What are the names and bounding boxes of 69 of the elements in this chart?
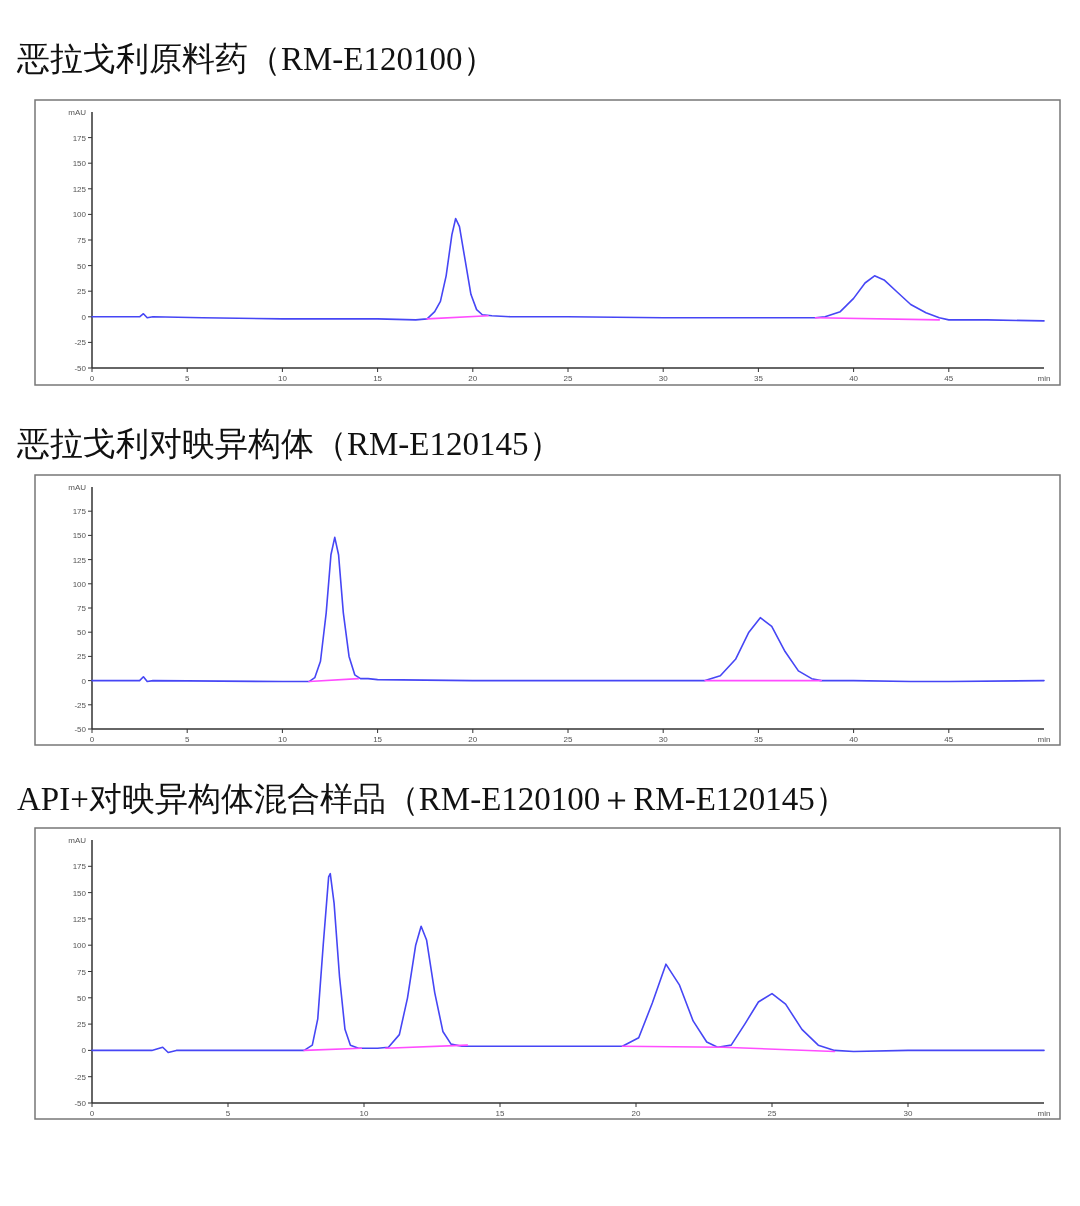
x-tick-label: 5 xyxy=(184,735,190,744)
y-tick-label: 0 xyxy=(81,312,87,322)
chart-title: 恶拉戈利原料药（RM-E120100） xyxy=(16,41,496,77)
y-tick-label: 125 xyxy=(72,184,87,194)
y-tick-label: 50 xyxy=(77,993,87,1003)
x-tick-label: 10 xyxy=(277,735,288,744)
x-tick-label: 45 xyxy=(944,735,954,744)
y-tick-label: -25 xyxy=(74,1072,87,1082)
x-axis-title: min xyxy=(1037,1109,1051,1118)
y-tick-label: 25 xyxy=(77,287,87,297)
x-axis-title: min xyxy=(1037,735,1051,744)
x-tick-label: 30 xyxy=(658,735,669,744)
y-tick-label: 25 xyxy=(77,652,87,662)
x-tick-label: 15 xyxy=(373,374,383,383)
y-tick-label: 0 xyxy=(81,676,87,686)
chart-title: API+对映异构体混合样品（RM-E120100＋RM-E120145） xyxy=(17,781,848,817)
x-tick-label: 5 xyxy=(225,1109,231,1118)
y-tick-label: -50 xyxy=(74,364,87,373)
x-tick-label: 30 xyxy=(903,1109,913,1118)
x-tick-label: 10 xyxy=(277,374,288,383)
y-tick-label: 50 xyxy=(77,628,87,638)
x-tick-label: 40 xyxy=(849,374,859,383)
y-tick-label: 125 xyxy=(72,914,87,924)
y-tick-label: 100 xyxy=(72,941,87,951)
y-tick-label: 100 xyxy=(72,210,87,220)
y-tick-label: 75 xyxy=(77,236,87,245)
y-tick-label: -50 xyxy=(74,1099,87,1108)
x-tick-label: 35 xyxy=(753,374,764,383)
x-tick-label: 20 xyxy=(468,374,478,383)
x-tick-label: 20 xyxy=(468,735,478,744)
y-axis-title: mAU xyxy=(68,108,87,117)
x-tick-label: 0 xyxy=(89,735,95,744)
y-tick-label: 25 xyxy=(77,1020,87,1030)
x-tick-label: 30 xyxy=(658,374,669,383)
x-tick-label: 20 xyxy=(631,1109,641,1118)
x-tick-label: 45 xyxy=(944,374,954,383)
y-tick-label: 175 xyxy=(72,133,87,143)
x-tick-label: 25 xyxy=(767,1109,777,1118)
line-series xyxy=(91,872,1045,1054)
y-tick-label: 150 xyxy=(72,531,87,541)
y-axis-title: mAU xyxy=(68,836,87,845)
chart-title: 恶拉戈利对映异构体（RM-E120145） xyxy=(16,426,562,462)
y-tick-label: -25 xyxy=(74,700,87,710)
x-tick-label: 0 xyxy=(89,374,95,383)
x-tick-label: 0 xyxy=(89,1109,95,1118)
y-tick-label: 75 xyxy=(77,967,87,977)
x-axis-title: min xyxy=(1037,374,1051,383)
y-tick-label: 100 xyxy=(72,579,87,589)
y-axis-title: mAU xyxy=(68,483,87,492)
y-tick-label: 175 xyxy=(72,862,87,872)
x-tick-label: 35 xyxy=(753,735,764,744)
x-tick-label: 40 xyxy=(849,735,859,744)
y-tick-label: 150 xyxy=(72,159,87,169)
y-tick-label: 175 xyxy=(72,507,87,517)
y-tick-label: -25 xyxy=(74,338,87,348)
y-tick-label: 0 xyxy=(81,1046,87,1056)
y-tick-label: 50 xyxy=(77,261,87,271)
x-tick-label: 25 xyxy=(563,735,573,744)
y-tick-label: 75 xyxy=(77,604,87,613)
line-series xyxy=(91,217,1045,322)
line-series xyxy=(91,536,1045,683)
x-tick-label: 10 xyxy=(359,1109,369,1118)
y-tick-label: -50 xyxy=(74,725,87,734)
x-tick-label: 15 xyxy=(495,1109,505,1118)
x-tick-label: 15 xyxy=(373,735,383,744)
x-tick-label: 5 xyxy=(184,374,190,383)
y-tick-label: 125 xyxy=(72,555,87,565)
x-tick-label: 25 xyxy=(563,374,573,383)
y-tick-label: 150 xyxy=(72,888,87,898)
